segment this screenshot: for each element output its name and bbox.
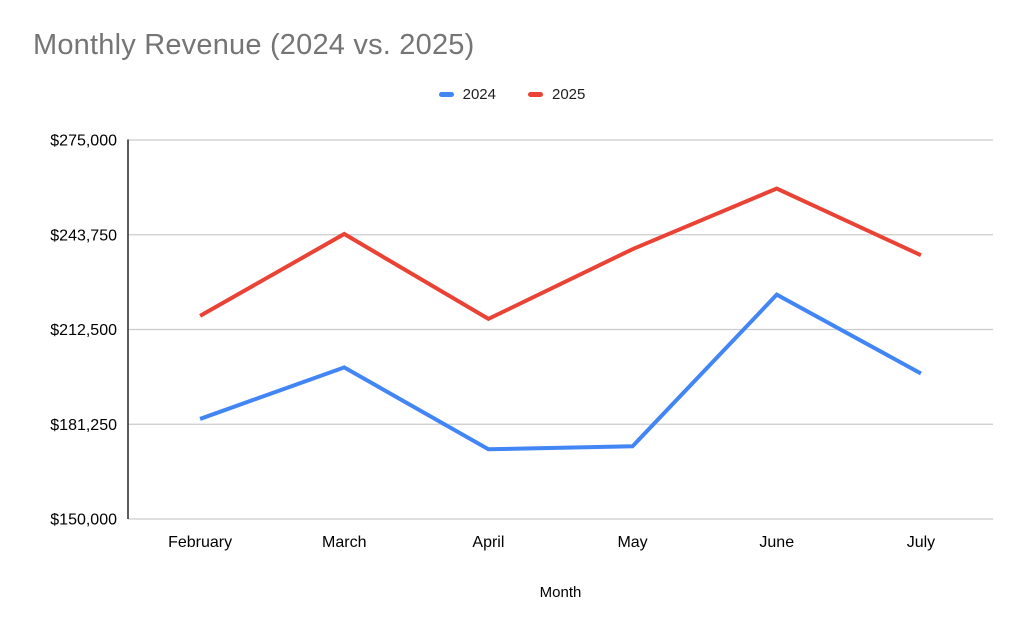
y-tick-label: $275,000 (50, 133, 117, 150)
legend-item-2025: 2025 (528, 86, 585, 103)
legend: 2024 2025 (0, 86, 1024, 103)
chart-title: Monthly Revenue (2024 vs. 2025) (33, 29, 475, 61)
y-tick-label: $212,500 (50, 322, 117, 339)
legend-item-2024: 2024 (438, 86, 496, 103)
legend-swatch-icon (438, 92, 454, 97)
series-line-2025 (199, 186, 922, 322)
legend-label: 2025 (552, 86, 586, 103)
x-tick-label: February (168, 534, 232, 551)
legend-swatch-icon (528, 92, 543, 97)
x-axis-title: Month (540, 584, 582, 601)
legend-label: 2024 (462, 86, 496, 103)
y-tick-label: $243,750 (50, 227, 117, 244)
x-tick-label: March (322, 534, 366, 551)
y-tick-label: $181,250 (50, 417, 117, 434)
y-tick-label: $150,000 (50, 512, 117, 529)
x-tick-label: May (617, 534, 647, 551)
x-tick-label: July (907, 534, 935, 551)
series-line-2024 (199, 292, 922, 452)
x-tick-label: June (759, 534, 794, 551)
x-tick-label: April (472, 534, 504, 551)
